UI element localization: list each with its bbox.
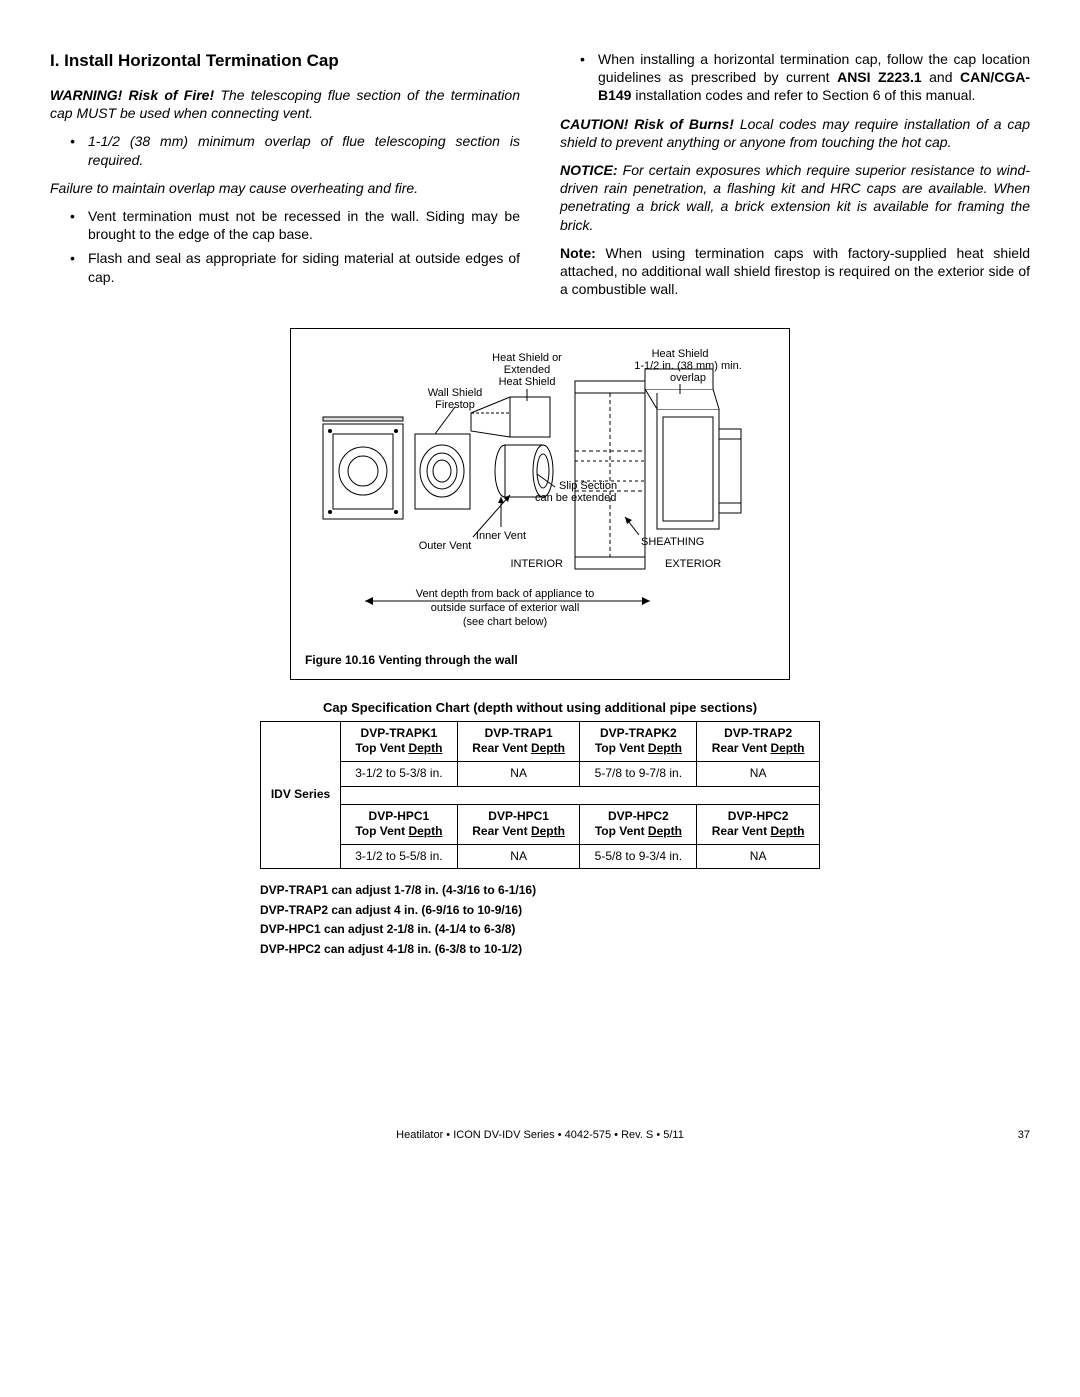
cell: NA	[457, 844, 580, 869]
cell: NA	[697, 844, 820, 869]
lbl-sheathing: SHEATHING	[641, 536, 704, 548]
col-head: DVP-HPC2Top Vent Depth	[580, 804, 697, 844]
figure-block: Wall Shield Firestop Heat Shield or Exte…	[290, 328, 790, 680]
failure-text: Failure to maintain overlap may cause ov…	[50, 179, 520, 197]
spec-table: IDV Series DVP-TRAPK1Top Vent Depth DVP-…	[260, 721, 820, 870]
adjust-note: DVP-TRAP2 can adjust 4 in. (6-9/16 to 10…	[260, 903, 820, 919]
lbl-slip-1: Slip Section	[559, 480, 617, 492]
page-footer: Heatilator • ICON DV-IDV Series • 4042-5…	[50, 1128, 1030, 1142]
page-number: 37	[1018, 1128, 1030, 1142]
table-row: DVP-HPC1Top Vent Depth DVP-HPC1Rear Vent…	[261, 804, 820, 844]
install-bullets-right: When installing a horizontal termination…	[560, 50, 1030, 105]
note-text: When using termination caps with factory…	[560, 245, 1030, 297]
bullet-flash-seal: Flash and seal as appropriate for siding…	[70, 249, 520, 285]
lbl-depth-2: outside surface of exterior wall	[431, 602, 580, 614]
lbl-heat-shield-2: Extended	[504, 364, 550, 376]
warning-paragraph: WARNING! Risk of Fire! The telescoping f…	[50, 86, 520, 122]
lbl-depth-1: Vent depth from back of appliance to	[416, 588, 595, 600]
adjust-note: DVP-HPC1 can adjust 2-1/8 in. (4-1/4 to …	[260, 922, 820, 938]
figure-svg-wrap: Wall Shield Firestop Heat Shield or Exte…	[305, 339, 775, 649]
lbl-interior: INTERIOR	[510, 558, 563, 570]
lbl-slip-2: can be extended	[535, 492, 616, 504]
install-text-post: installation codes and refer to Section …	[631, 87, 975, 103]
venting-diagram: Wall Shield Firestop Heat Shield or Exte…	[305, 339, 775, 649]
table-row: 3-1/2 to 5-5/8 in. NA 5-5/8 to 9-3/4 in.…	[261, 844, 820, 869]
col-head: DVP-TRAP1Rear Vent Depth	[457, 721, 580, 761]
left-column: I. Install Horizontal Termination Cap WA…	[50, 50, 520, 308]
spec-chart-title: Cap Specification Chart (depth without u…	[50, 700, 1030, 717]
table-row: 3-1/2 to 5-3/8 in. NA 5-7/8 to 9-7/8 in.…	[261, 761, 820, 786]
ansi-code: ANSI Z223.1	[837, 69, 922, 85]
lbl-heat-shield-3: Heat Shield	[499, 376, 556, 388]
adjust-notes: DVP-TRAP1 can adjust 1-7/8 in. (4-3/16 t…	[260, 883, 820, 957]
col-head: DVP-HPC1Rear Vent Depth	[457, 804, 580, 844]
lbl-wall-shield-2: Firestop	[435, 399, 475, 411]
caution-paragraph: CAUTION! Risk of Burns! Local codes may …	[560, 115, 1030, 151]
lbl-outer-vent: Outer Vent	[419, 540, 472, 552]
bullet-recess: Vent termination must not be recessed in…	[70, 207, 520, 243]
notice-label: NOTICE:	[560, 162, 618, 178]
install-bullets-left: Vent termination must not be recessed in…	[50, 207, 520, 286]
right-column: When installing a horizontal termination…	[560, 50, 1030, 308]
adjust-note: DVP-TRAP1 can adjust 1-7/8 in. (4-3/16 t…	[260, 883, 820, 899]
notice-text: For certain exposures which require supe…	[560, 162, 1030, 233]
cell: 5-5/8 to 9-3/4 in.	[580, 844, 697, 869]
caution-label: CAUTION! Risk of Burns!	[560, 116, 734, 132]
col-head: DVP-TRAP2Rear Vent Depth	[697, 721, 820, 761]
note-paragraph: Note: When using termination caps with f…	[560, 244, 1030, 299]
col-head: DVP-TRAPK1Top Vent Depth	[341, 721, 458, 761]
lbl-heat-shield-r2: 1-1/2 in. (38 mm) min.	[634, 360, 742, 372]
table-row: IDV Series DVP-TRAPK1Top Vent Depth DVP-…	[261, 721, 820, 761]
notice-paragraph: NOTICE: For certain exposures which requ…	[560, 161, 1030, 234]
adjust-note: DVP-HPC2 can adjust 4-1/8 in. (6-3/8 to …	[260, 942, 820, 958]
two-column-layout: I. Install Horizontal Termination Cap WA…	[50, 50, 1030, 308]
cell: 3-1/2 to 5-5/8 in.	[341, 844, 458, 869]
lbl-depth-3: (see chart below)	[463, 616, 547, 628]
lbl-wall-shield-1: Wall Shield	[428, 387, 483, 399]
cell: NA	[697, 761, 820, 786]
note-label: Note:	[560, 245, 596, 261]
lbl-heat-shield-r1: Heat Shield	[652, 348, 709, 360]
lbl-heat-shield-1: Heat Shield or	[492, 352, 562, 364]
overlap-bullet-list: 1-1/2 (38 mm) minimum overlap of flue te…	[50, 132, 520, 168]
bullet-cap-location: When installing a horizontal termination…	[580, 50, 1030, 105]
install-and: and	[922, 69, 960, 85]
lbl-exterior: EXTERIOR	[665, 558, 721, 570]
cell: 5-7/8 to 9-7/8 in.	[580, 761, 697, 786]
col-head: DVP-HPC1Top Vent Depth	[341, 804, 458, 844]
warning-label: WARNING! Risk of Fire!	[50, 87, 214, 103]
figure-caption: Figure 10.16 Venting through the wall	[305, 653, 775, 669]
rowhead-idv: IDV Series	[261, 721, 341, 869]
lbl-heat-shield-r3: overlap	[670, 372, 706, 384]
col-head: DVP-TRAPK2Top Vent Depth	[580, 721, 697, 761]
footer-text: Heatilator • ICON DV-IDV Series • 4042-5…	[396, 1129, 684, 1141]
cell: NA	[457, 761, 580, 786]
table-row	[261, 786, 820, 804]
section-title: I. Install Horizontal Termination Cap	[50, 50, 520, 72]
col-head: DVP-HPC2Rear Vent Depth	[697, 804, 820, 844]
overlap-bullet: 1-1/2 (38 mm) minimum overlap of flue te…	[70, 132, 520, 168]
cell: 3-1/2 to 5-3/8 in.	[341, 761, 458, 786]
lbl-inner-vent: Inner Vent	[476, 530, 526, 542]
